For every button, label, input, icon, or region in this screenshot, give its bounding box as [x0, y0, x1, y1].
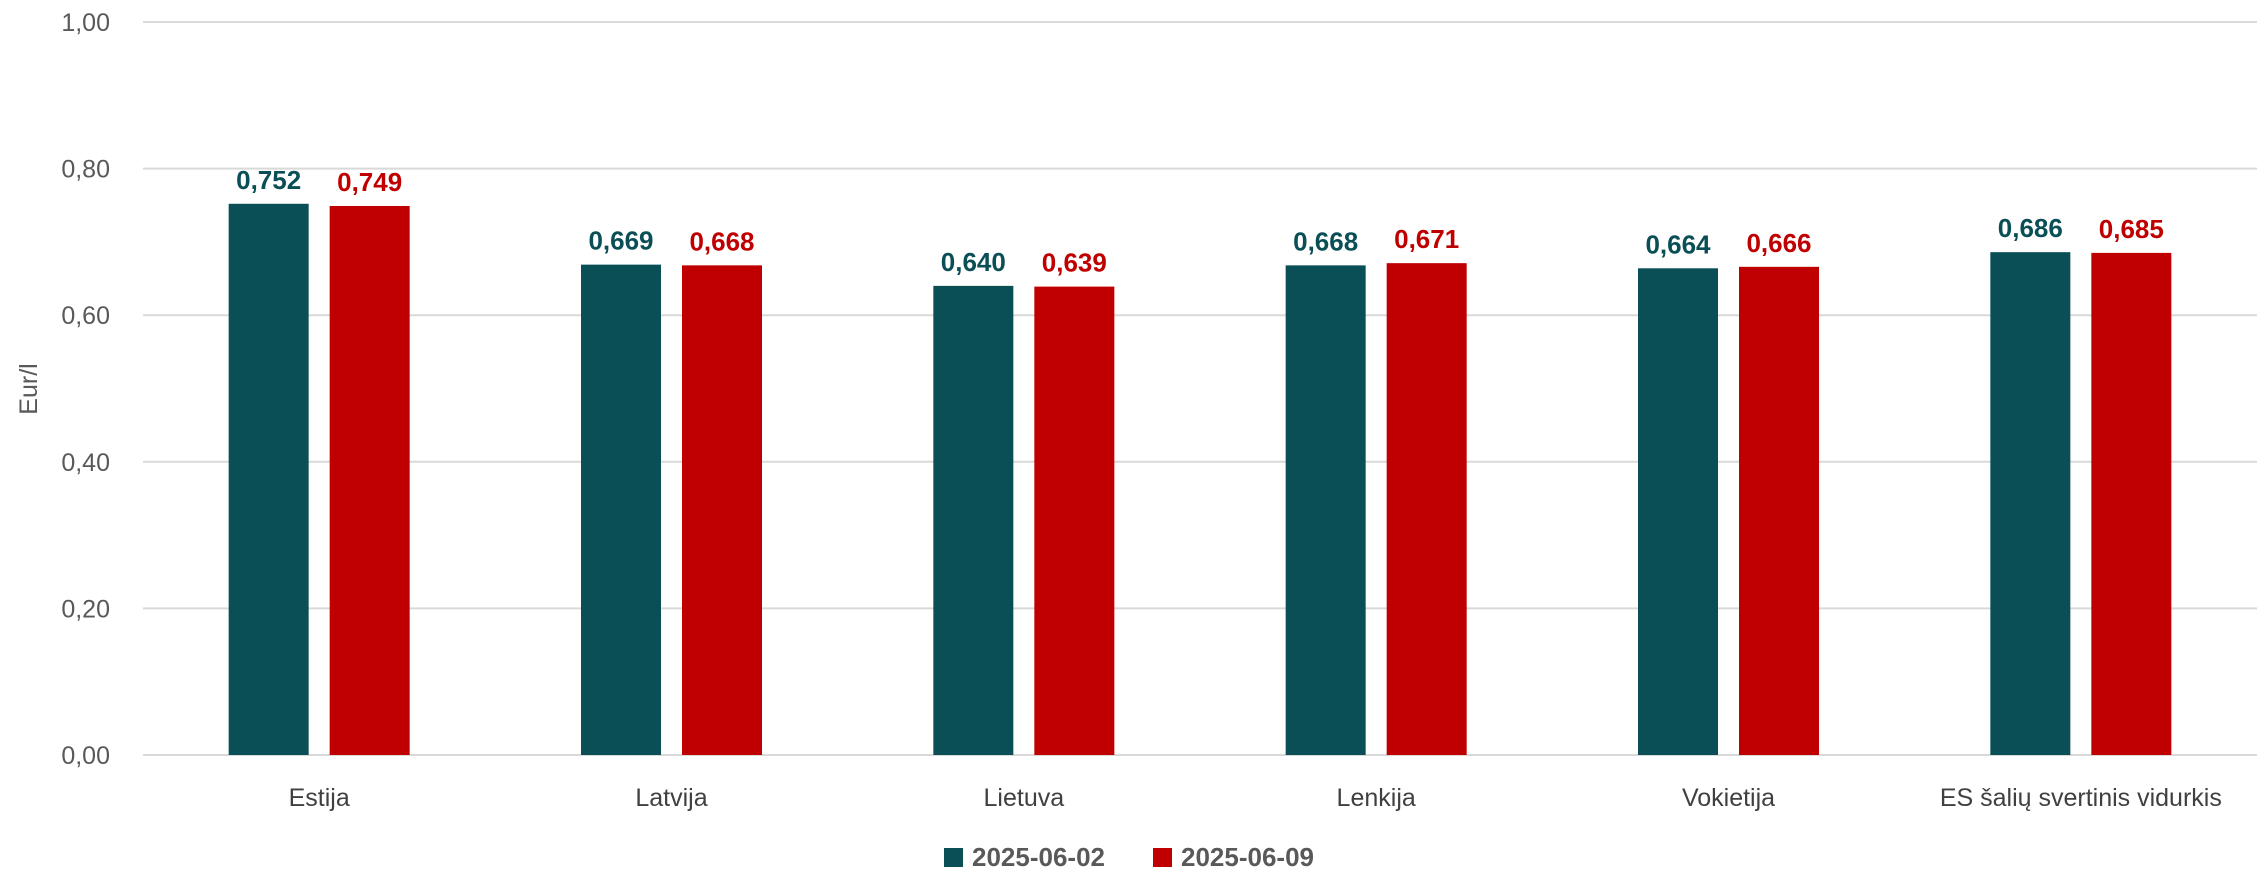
bar: [1990, 252, 2071, 756]
y-tick-label: 1,00: [61, 9, 110, 37]
data-label: 0,685: [2099, 214, 2164, 244]
data-label: 0,668: [1293, 226, 1358, 256]
x-category-label: Latvija: [635, 784, 707, 812]
bar: [329, 205, 410, 755]
y-axis-label: Eur/l: [15, 363, 43, 414]
bar: [682, 265, 762, 755]
data-label: 0,752: [236, 165, 301, 195]
y-tick-label: 0,40: [61, 449, 110, 477]
data-label: 0,686: [1998, 213, 2063, 243]
bar: [1739, 266, 1819, 755]
x-category-label: Lietuva: [984, 784, 1065, 812]
x-category-label: Vokietija: [1682, 784, 1775, 812]
bar: [581, 264, 661, 755]
bar: [1034, 286, 1115, 755]
legend: 2025-06-02 2025-06-09: [944, 842, 1314, 872]
data-label: 0,664: [1645, 229, 1711, 259]
y-tick-label: 0,80: [61, 156, 110, 184]
legend-swatch: [944, 848, 963, 867]
x-axis-categories: Estija Latvija Lietuva Lenkija Vokietija ES š…: [289, 784, 2222, 812]
x-category-label: ES šalių svertinis vidurkis: [1940, 784, 2222, 812]
data-label: 0,640: [941, 247, 1006, 277]
bar: [1638, 268, 1718, 755]
bar: [1285, 265, 1366, 755]
legend-label: 2025-06-02: [972, 842, 1105, 872]
y-tick-label: 0,00: [61, 742, 110, 770]
gridlines: [143, 21, 2257, 756]
bars: [228, 203, 2172, 756]
bar: [228, 203, 309, 755]
legend-label: 2025-06-09: [1181, 842, 1314, 872]
bar: [2091, 252, 2172, 755]
data-label: 0,669: [588, 226, 653, 256]
data-label: 0,639: [1042, 248, 1107, 278]
x-category-label: Lenkija: [1337, 784, 1416, 812]
y-axis-ticks: 0,00 0,20 0,40 0,60 0,80 1,00: [61, 9, 110, 770]
legend-swatch: [1153, 848, 1172, 867]
data-label: 0,749: [337, 167, 402, 197]
x-category-label: Estija: [289, 784, 350, 812]
bar: [933, 285, 1014, 755]
data-label: 0,668: [689, 226, 754, 256]
data-label: 0,671: [1394, 224, 1459, 254]
bar: [1386, 263, 1467, 755]
y-tick-label: 0,60: [61, 302, 110, 330]
data-label: 0,666: [1746, 228, 1811, 258]
data-labels: 0,752 0,749 0,669 0,668 0,640 0,639 0,668 0,671…: [236, 165, 2164, 278]
y-tick-label: 0,20: [61, 595, 110, 623]
